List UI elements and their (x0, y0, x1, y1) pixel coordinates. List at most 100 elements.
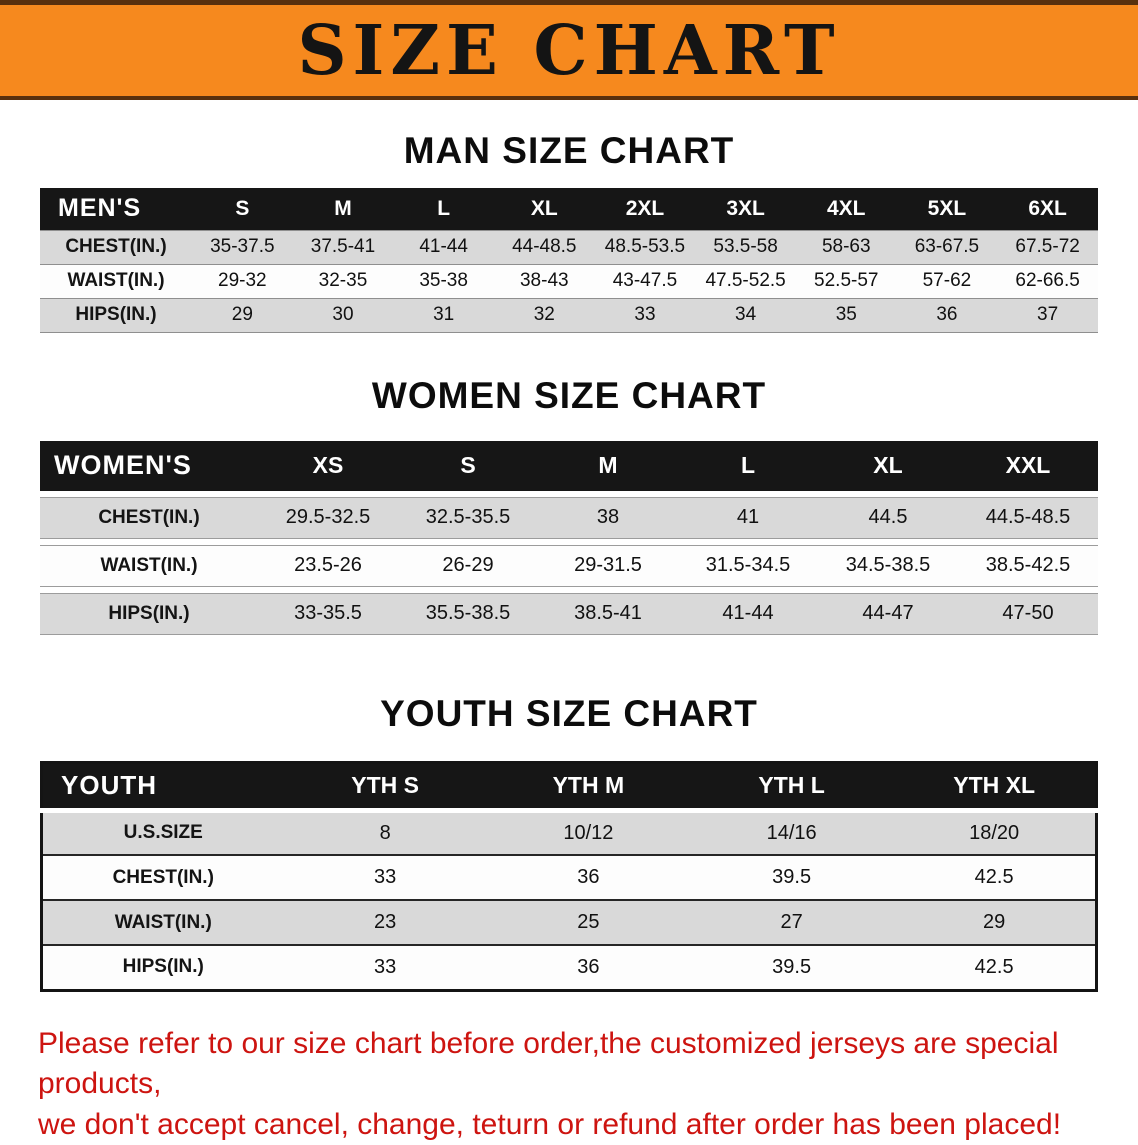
size-cell: 34.5-38.5 (818, 545, 958, 587)
size-column-header: YTH L (690, 762, 893, 810)
size-cell: 48.5-53.5 (595, 230, 696, 264)
women-chest-row: CHEST(IN.) 29.5-32.5 32.5-35.5 38 41 44.… (40, 497, 1098, 539)
size-cell: 57-62 (897, 264, 998, 298)
men-corner-label: MEN'S (40, 188, 192, 230)
size-column-header: YTH XL (893, 762, 1096, 810)
row-label: HIPS(IN.) (40, 593, 258, 635)
size-cell: 41-44 (678, 593, 818, 635)
size-cell: 44-48.5 (494, 230, 595, 264)
size-cell: 34 (695, 298, 796, 332)
size-cell: 26-29 (398, 545, 538, 587)
size-cell: 63-67.5 (897, 230, 998, 264)
disclaimer-line-2: we don't accept cancel, change, teturn o… (38, 1105, 1100, 1145)
size-column-header: 2XL (595, 188, 696, 230)
size-column-header: XXL (958, 441, 1098, 491)
size-cell: 31 (393, 298, 494, 332)
youth-chest-row: CHEST(IN.) 33 36 39.5 42.5 (42, 855, 1097, 900)
size-cell: 32 (494, 298, 595, 332)
man-size-chart-heading: MAN SIZE CHART (0, 130, 1138, 172)
women-corner-label: WOMEN'S (40, 441, 258, 491)
row-label: CHEST(IN.) (40, 230, 192, 264)
men-size-table: MEN'S S M L XL 2XL 3XL 4XL 5XL 6XL CHEST… (40, 188, 1098, 333)
size-cell: 53.5-58 (695, 230, 796, 264)
size-cell: 33-35.5 (258, 593, 398, 635)
size-cell: 35-38 (393, 264, 494, 298)
size-cell: 27 (690, 900, 893, 945)
size-cell: 10/12 (487, 810, 690, 855)
size-column-header: XS (258, 441, 398, 491)
youth-size-table: YOUTH YTH S YTH M YTH L YTH XL U.S.SIZE … (40, 761, 1098, 992)
youth-corner-label: YOUTH (42, 762, 284, 810)
size-cell: 38 (538, 497, 678, 539)
men-hips-row: HIPS(IN.) 29 30 31 32 33 34 35 36 37 (40, 298, 1098, 332)
size-cell: 30 (293, 298, 394, 332)
size-cell: 32.5-35.5 (398, 497, 538, 539)
women-header-row: WOMEN'S XS S M L XL XXL (40, 441, 1098, 491)
disclaimer-line-1: Please refer to our size chart before or… (38, 1024, 1100, 1105)
banner-title: SIZE CHART (297, 17, 840, 85)
size-column-header: M (293, 188, 394, 230)
row-label: CHEST(IN.) (42, 855, 284, 900)
row-label: WAIST(IN.) (40, 264, 192, 298)
size-cell: 33 (284, 945, 487, 990)
row-label: HIPS(IN.) (42, 945, 284, 990)
youth-hips-row: HIPS(IN.) 33 36 39.5 42.5 (42, 945, 1097, 990)
youth-header-row: YOUTH YTH S YTH M YTH L YTH XL (42, 762, 1097, 810)
size-column-header: XL (494, 188, 595, 230)
size-column-header: M (538, 441, 678, 491)
size-cell: 44.5-48.5 (958, 497, 1098, 539)
size-cell: 39.5 (690, 945, 893, 990)
size-cell: 35-37.5 (192, 230, 293, 264)
size-cell: 38.5-41 (538, 593, 678, 635)
size-cell: 39.5 (690, 855, 893, 900)
women-size-chart-heading: WOMEN SIZE CHART (0, 375, 1138, 417)
size-cell: 62-66.5 (997, 264, 1098, 298)
size-cell: 14/16 (690, 810, 893, 855)
size-cell: 36 (487, 855, 690, 900)
size-cell: 18/20 (893, 810, 1096, 855)
youth-size-chart-heading: YOUTH SIZE CHART (0, 693, 1138, 735)
size-cell: 37 (997, 298, 1098, 332)
size-cell: 29.5-32.5 (258, 497, 398, 539)
size-cell: 47-50 (958, 593, 1098, 635)
size-cell: 8 (284, 810, 487, 855)
size-column-header: YTH S (284, 762, 487, 810)
size-cell: 41-44 (393, 230, 494, 264)
men-waist-row: WAIST(IN.) 29-32 32-35 35-38 38-43 43-47… (40, 264, 1098, 298)
men-header-row: MEN'S S M L XL 2XL 3XL 4XL 5XL 6XL (40, 188, 1098, 230)
women-waist-row: WAIST(IN.) 23.5-26 26-29 29-31.5 31.5-34… (40, 545, 1098, 587)
size-cell: 32-35 (293, 264, 394, 298)
size-cell: 47.5-52.5 (695, 264, 796, 298)
women-size-table: WOMEN'S XS S M L XL XXL CHEST(IN.) 29.5-… (40, 435, 1098, 641)
women-hips-row: HIPS(IN.) 33-35.5 35.5-38.5 38.5-41 41-4… (40, 593, 1098, 635)
size-cell: 29-31.5 (538, 545, 678, 587)
size-cell: 38.5-42.5 (958, 545, 1098, 587)
size-cell: 58-63 (796, 230, 897, 264)
size-cell: 52.5-57 (796, 264, 897, 298)
size-cell: 23.5-26 (258, 545, 398, 587)
size-column-header: L (678, 441, 818, 491)
size-cell: 35 (796, 298, 897, 332)
size-column-header: 5XL (897, 188, 998, 230)
row-label: U.S.SIZE (42, 810, 284, 855)
size-cell: 67.5-72 (997, 230, 1098, 264)
size-column-header: S (398, 441, 538, 491)
size-cell: 43-47.5 (595, 264, 696, 298)
row-label: WAIST(IN.) (42, 900, 284, 945)
size-cell: 38-43 (494, 264, 595, 298)
size-cell: 42.5 (893, 945, 1096, 990)
size-cell: 25 (487, 900, 690, 945)
size-column-header: 6XL (997, 188, 1098, 230)
size-cell: 31.5-34.5 (678, 545, 818, 587)
size-cell: 33 (595, 298, 696, 332)
size-column-header: S (192, 188, 293, 230)
banner: SIZE CHART (0, 0, 1138, 100)
size-cell: 29 (893, 900, 1096, 945)
size-column-header: 4XL (796, 188, 897, 230)
size-cell: 44-47 (818, 593, 958, 635)
size-cell: 41 (678, 497, 818, 539)
size-column-header: L (393, 188, 494, 230)
youth-ussize-row: U.S.SIZE 8 10/12 14/16 18/20 (42, 810, 1097, 855)
size-column-header: XL (818, 441, 958, 491)
